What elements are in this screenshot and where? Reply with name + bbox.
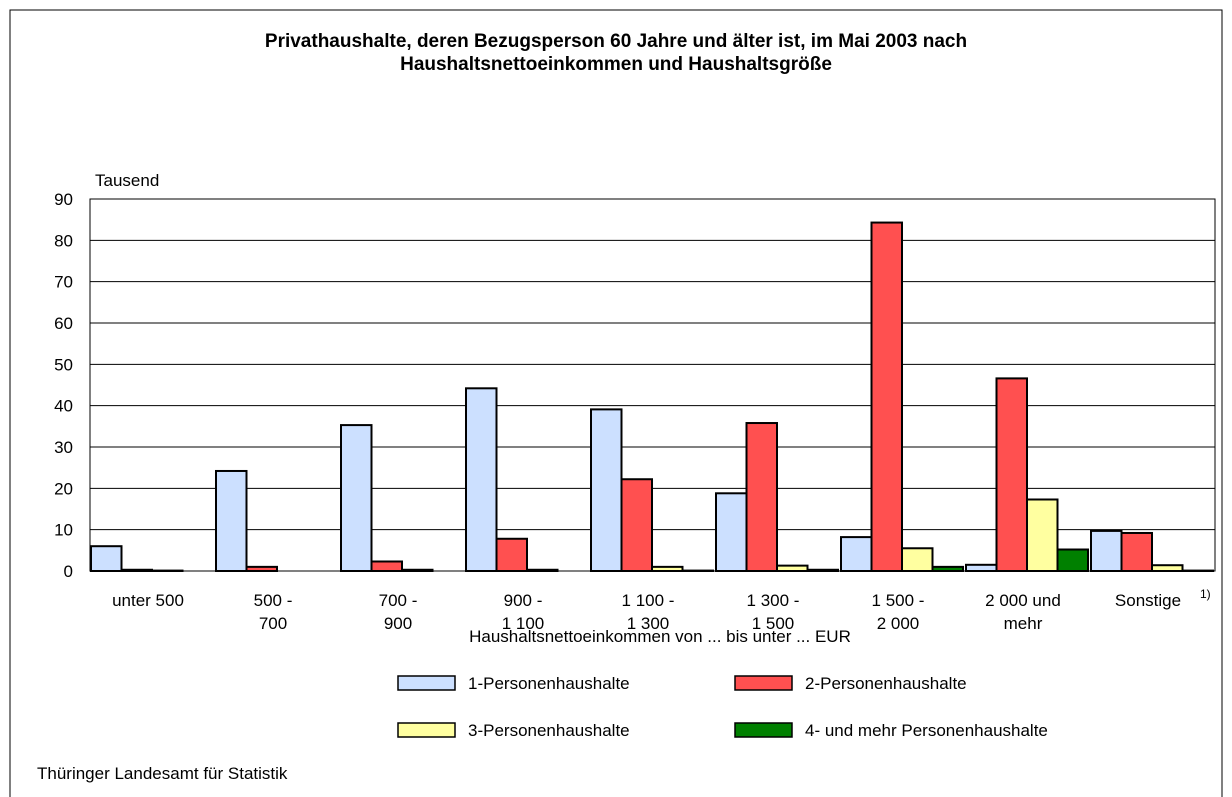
bar [715,492,748,572]
legend-label: 4- und mehr Personenhaushalte [805,721,1048,740]
bar [840,536,873,573]
legend-label: 1-Personenhaushalte [468,674,630,693]
y-tick-label: 70 [54,273,73,292]
y-tick-label: 50 [54,355,73,374]
x-tick-label: 2 000 und mehr [985,591,1061,633]
bar [651,565,684,572]
footnote-marker: 1) [1200,587,1211,601]
legend-swatch [397,675,456,691]
bar [965,563,998,572]
bar [120,568,153,573]
bar [215,469,248,572]
x-tick-label: 500 -700 [254,591,293,633]
bar [401,568,434,573]
x-tick-label: 700 -900 [379,591,418,633]
x-tick-label: unter 500 [112,591,184,610]
legend-swatch [734,722,793,738]
legend-label: 2-Personenhaushalte [805,674,967,693]
y-tick-label: 40 [54,397,73,416]
bar [931,565,964,572]
frame [9,9,1223,797]
chart-title: Privathaushalte, deren Bezugsperson 60 J… [265,31,967,75]
bar [340,424,373,572]
x-axis-label: Haushaltsnettoeinkommen von ... bis unte… [469,627,851,646]
x-tick-label: 1 500 -2 000 [872,591,925,633]
bar [495,537,528,573]
y-tick-label: 60 [54,314,73,333]
y-tick-label: 30 [54,438,73,457]
bar [1056,548,1089,572]
y-tick-label: 10 [54,521,73,540]
y-tick-label: 0 [64,562,73,581]
bar [1026,498,1059,573]
x-tick-label: 1 300 -1 500 [747,591,800,633]
bar [1151,564,1184,572]
y-tick-label: 80 [54,231,73,250]
source: Thüringer Landesamt für Statistik [37,764,288,783]
y-axis-label: Tausend [95,171,159,190]
bar [806,568,839,573]
bar [870,221,903,572]
bar [590,408,623,572]
bar [995,377,1028,572]
bar [245,565,278,572]
bar [776,564,809,572]
bar [1120,531,1153,572]
bar [901,547,934,572]
legend-swatch [734,675,793,691]
y-tick-label: 20 [54,479,73,498]
bar [526,568,559,573]
bar [1090,529,1123,573]
bar [370,560,403,573]
y-tick-label: 90 [54,190,73,209]
bar [90,545,123,573]
bar [745,422,778,572]
x-tick-label: 900 -1 100 [502,591,545,633]
bar [620,478,653,572]
legend-label: 3-Personenhaushalte [468,721,630,740]
x-tick-label: 1 100 -1 300 [622,591,675,633]
bar [465,387,498,572]
x-tick-label: Sonstige [1115,591,1181,610]
legend-swatch [397,722,456,738]
